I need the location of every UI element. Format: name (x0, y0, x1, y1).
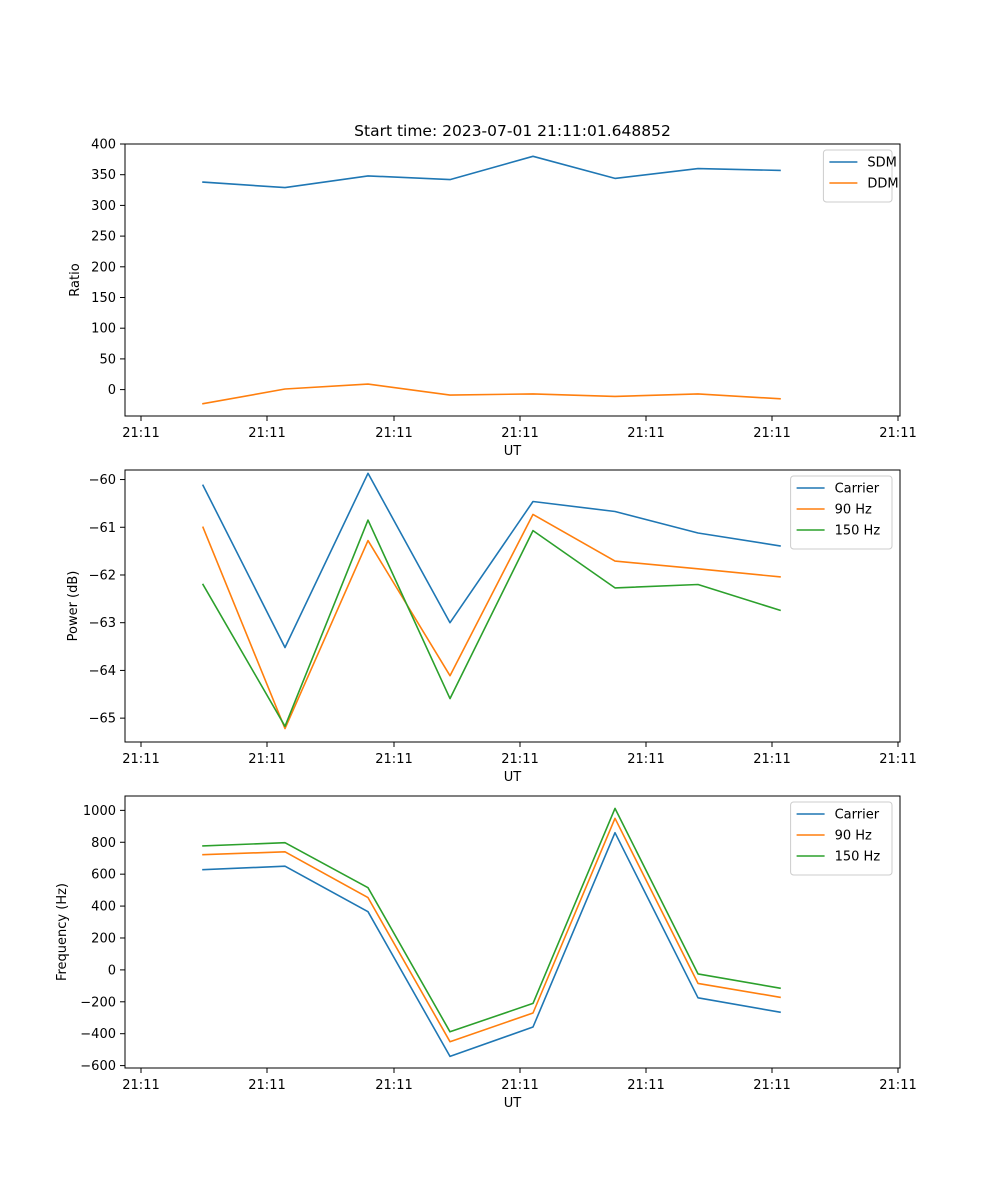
y-tick-label: 1000 (83, 804, 116, 819)
y-tick-label: −400 (80, 1027, 116, 1042)
chart-title: Start time: 2023-07-01 21:11:01.648852 (354, 122, 671, 140)
x-tick-label: 21:11 (879, 1078, 916, 1093)
legend-label: 150 Hz (835, 524, 881, 539)
y-tick-label: 200 (91, 931, 116, 946)
y-tick-label: −63 (89, 616, 116, 631)
y-tick-label: −64 (89, 664, 116, 679)
x-tick-label: 21:11 (248, 426, 285, 441)
x-tick-label: 21:11 (122, 752, 159, 767)
y-tick-label: 200 (91, 260, 116, 275)
y-tick-label: −65 (89, 712, 116, 727)
x-tick-label: 21:11 (375, 426, 412, 441)
legend-box (822, 149, 893, 203)
y-tick-label: 250 (91, 230, 116, 245)
y-tick-label: 100 (91, 322, 116, 337)
series-line-sdm (202, 155, 781, 189)
y-tick-label: 150 (91, 291, 116, 306)
y-tick-label: −200 (80, 995, 116, 1010)
series-line-carrier (201, 472, 781, 649)
x-axis-label: UT (504, 444, 522, 459)
y-tick-label: 400 (91, 138, 116, 153)
legend: Carrier 90 Hz 150 Hz (790, 475, 893, 550)
chart-panel-2: 21:11 21:11 21:11 21:11 21:11 21:11 21:11 −65 −6… (66, 469, 917, 785)
x-tick-label: 21:11 (375, 1078, 412, 1093)
y-tick-label: 0 (108, 383, 116, 398)
legend-label: 90 Hz (835, 829, 872, 844)
y-axis-label: Power (dB) (66, 571, 81, 642)
y-tick-label: 50 (99, 352, 116, 367)
x-tick-label: 21:11 (122, 1078, 159, 1093)
legend-label: 90 Hz (835, 503, 872, 518)
y-tick-label: −62 (89, 568, 116, 583)
x-tick-label: 21:11 (248, 1078, 285, 1093)
y-axis-label: Frequency (Hz) (55, 883, 70, 981)
legend: SDM DDM (822, 149, 899, 203)
series-line-ddm (202, 383, 781, 405)
x-tick-label: 21:11 (753, 426, 790, 441)
x-tick-label: 21:11 (501, 426, 538, 441)
x-tick-label: 21:11 (501, 1078, 538, 1093)
axes-frame (124, 469, 901, 743)
legend-label: DDM (867, 177, 898, 192)
x-tick-label: 21:11 (627, 1078, 664, 1093)
x-tick-label: 21:11 (879, 426, 916, 441)
x-tick-label: 21:11 (248, 752, 285, 767)
x-axis-label: UT (504, 770, 522, 785)
y-tick-label: 400 (91, 900, 116, 915)
series-line-90-hz (201, 513, 781, 730)
legend-label: SDM (867, 156, 896, 171)
y-tick-label: −60 (89, 473, 116, 488)
series-line-carrier (202, 831, 781, 1058)
y-tick-label: 300 (91, 199, 116, 214)
series-line-90-hz (202, 817, 781, 1043)
x-tick-label: 21:11 (753, 1078, 790, 1093)
y-tick-label: −600 (80, 1059, 116, 1074)
series-line-150-hz (202, 807, 781, 1033)
y-tick-label: −61 (89, 521, 116, 536)
x-tick-label: 21:11 (627, 426, 664, 441)
legend-label: Carrier (835, 482, 880, 497)
x-axis-label: UT (504, 1096, 522, 1111)
y-tick-label: 350 (91, 168, 116, 183)
y-tick-label: 600 (91, 868, 116, 883)
x-tick-label: 21:11 (753, 752, 790, 767)
legend-label: Carrier (835, 808, 880, 823)
x-tick-label: 21:11 (879, 752, 916, 767)
series-line-150-hz (201, 519, 782, 728)
x-tick-label: 21:11 (122, 426, 159, 441)
x-tick-label: 21:11 (501, 752, 538, 767)
y-tick-label: 0 (108, 963, 116, 978)
chart-panel-1: 21:11 21:11 21:11 21:11 21:11 21:11 21:11 0 50 10… (68, 122, 917, 459)
x-tick-label: 21:11 (627, 752, 664, 767)
y-axis-label: Ratio (68, 263, 83, 296)
legend-label: 150 Hz (835, 850, 881, 865)
axes-frame (124, 795, 901, 1069)
axes-frame (124, 143, 901, 417)
x-tick-label: 21:11 (375, 752, 412, 767)
chart-panel-3: 21:11 21:11 21:11 21:11 21:11 21:11 21:11 −600 −… (55, 795, 917, 1111)
legend: Carrier 90 Hz 150 Hz (790, 801, 893, 876)
y-tick-label: 800 (91, 836, 116, 851)
